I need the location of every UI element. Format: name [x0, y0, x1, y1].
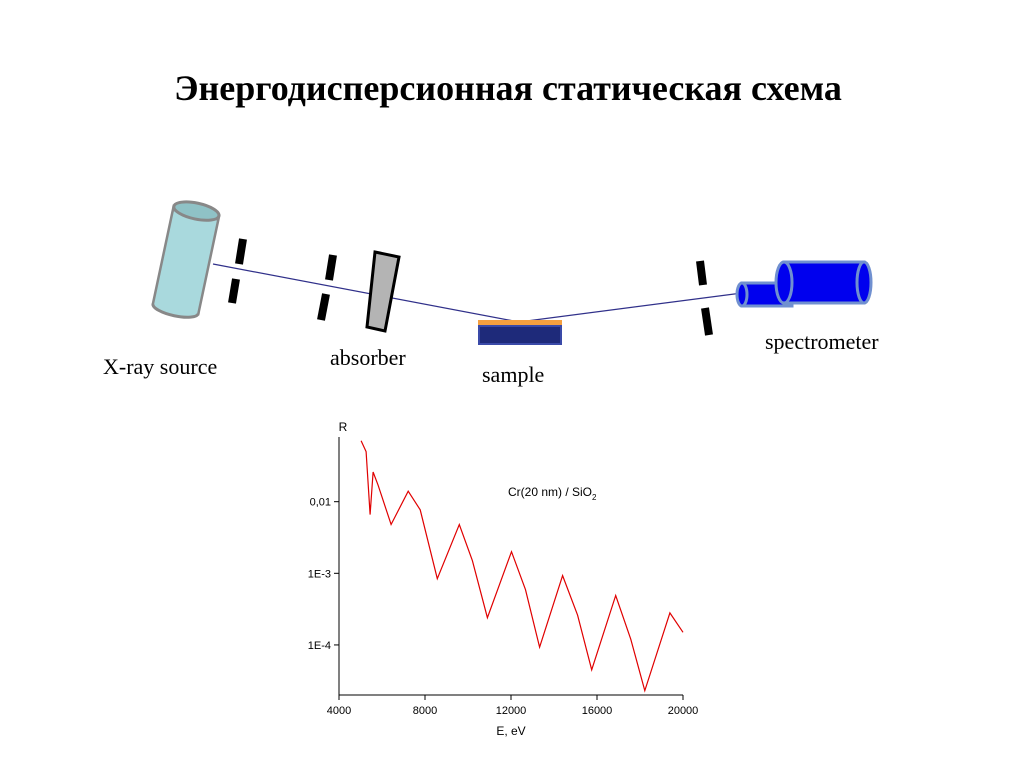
- data-line: [360, 440, 684, 693]
- y-tick-label: 1E-4: [308, 640, 331, 652]
- x-tick-label: 8000: [413, 705, 437, 717]
- y-tick-label: 1E-3: [308, 568, 331, 580]
- label: absorber: [330, 345, 406, 370]
- slits: [228, 238, 713, 336]
- label: X-ray source: [103, 354, 217, 379]
- sample: [478, 325, 562, 345]
- annotation-text: Cr(20 nm) / SiO: [508, 485, 592, 499]
- x-tick-label: 12000: [496, 705, 527, 717]
- annotation: Cr(20 nm) / SiO2: [508, 485, 597, 502]
- title: Энергодисперсионная статическая схема: [174, 68, 842, 108]
- absorber: [365, 250, 401, 333]
- x-label: E, eV: [496, 724, 525, 738]
- spectrometer: [735, 260, 873, 308]
- x-tick-label: 4000: [327, 705, 351, 717]
- label: sample: [482, 362, 544, 387]
- x-tick-label: 16000: [582, 705, 613, 717]
- y-tick-label: 0,01: [310, 497, 331, 509]
- sample-film: [478, 320, 562, 325]
- x-ray-source: [151, 200, 221, 319]
- beam: [212, 263, 743, 323]
- annotation-subscript: 2: [592, 493, 597, 502]
- y-label: R: [339, 420, 348, 434]
- chart: R E, eV Cr(20 nm) / SiO2 4000 8000 12000 16…: [308, 420, 699, 738]
- x-tick-label: 20000: [668, 705, 699, 717]
- label: spectrometer: [765, 329, 879, 354]
